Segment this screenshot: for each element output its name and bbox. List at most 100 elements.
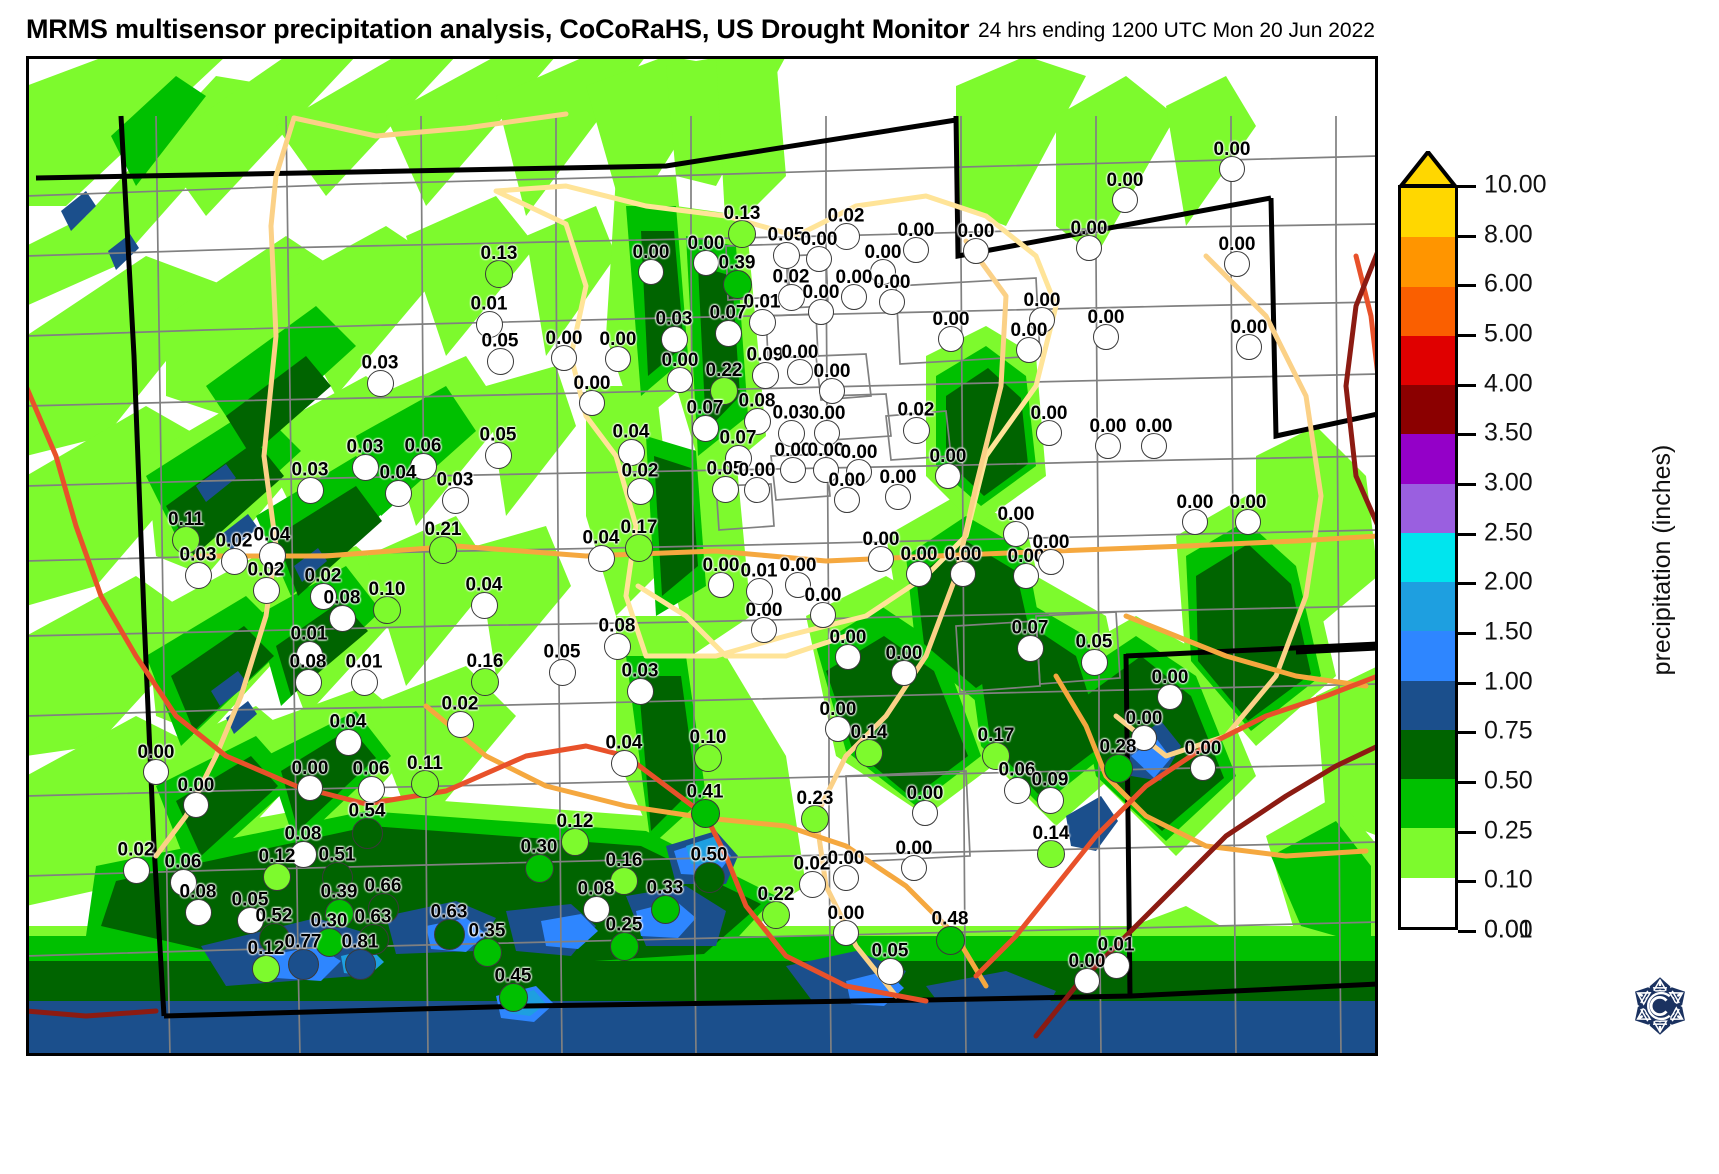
station-observation[interactable]: 0.00 xyxy=(829,471,865,513)
station-observation[interactable]: 0.05 xyxy=(1076,633,1112,676)
station-observation[interactable]: 0.66 xyxy=(365,877,401,924)
station-observation[interactable]: 0.77 xyxy=(285,933,321,980)
station-observation[interactable]: 0.00 xyxy=(1024,291,1060,333)
station-observation[interactable]: 0.00 xyxy=(775,441,811,483)
station-observation[interactable]: 0.00 xyxy=(998,505,1034,547)
station-observation[interactable]: 0.09 xyxy=(1032,771,1068,814)
station-observation[interactable]: 0.08 xyxy=(599,617,635,660)
station-observation[interactable]: 0.02 xyxy=(248,561,284,604)
station-observation[interactable]: 0.00 xyxy=(886,644,922,686)
station-observation[interactable]: 0.12 xyxy=(259,847,295,891)
station-observation[interactable]: 0.02 xyxy=(118,841,154,884)
station-observation[interactable]: 0.00 xyxy=(1107,171,1143,213)
station-observation[interactable]: 0.63 xyxy=(431,903,467,950)
station-observation[interactable]: 0.10 xyxy=(690,728,726,772)
station-observation[interactable]: 0.08 xyxy=(578,880,614,923)
station-observation[interactable]: 0.07 xyxy=(720,429,756,472)
station-observation[interactable]: 0.06 xyxy=(999,761,1035,804)
station-observation[interactable]: 0.11 xyxy=(168,510,204,554)
station-observation[interactable]: 0.00 xyxy=(292,759,328,801)
station-observation[interactable]: 0.02 xyxy=(216,532,252,575)
station-observation[interactable]: 0.00 xyxy=(836,268,872,310)
station-observation[interactable]: 0.05 xyxy=(872,942,908,985)
station-observation[interactable]: 0.05 xyxy=(232,891,268,934)
station-observation[interactable]: 0.08 xyxy=(290,653,326,696)
station-observation[interactable]: 0.04 xyxy=(380,464,416,507)
station-observation[interactable]: 0.02 xyxy=(794,855,830,898)
station-observation[interactable]: 0.00 xyxy=(830,628,866,670)
station-observation[interactable]: 0.13 xyxy=(481,244,517,288)
station-observation[interactable]: 0.00 xyxy=(574,374,610,416)
station-observation[interactable]: 0.63 xyxy=(355,908,391,955)
station-observation[interactable]: 0.05 xyxy=(482,332,518,375)
station-observation[interactable]: 0.00 xyxy=(662,351,698,393)
station-observation[interactable]: 0.01 xyxy=(291,625,327,668)
station-observation[interactable]: 0.00 xyxy=(1069,952,1105,994)
station-observation[interactable]: 0.14 xyxy=(851,723,887,767)
station-observation[interactable]: 0.00 xyxy=(809,404,845,446)
station-observation[interactable]: 0.01 xyxy=(741,562,777,605)
station-observation[interactable]: 0.03 xyxy=(437,471,473,514)
station-observation[interactable]: 0.16 xyxy=(467,652,503,696)
station-observation[interactable]: 0.08 xyxy=(285,825,321,868)
station-observation[interactable]: 0.00 xyxy=(930,447,966,489)
station-observation[interactable]: 0.03 xyxy=(180,546,216,589)
station-observation[interactable]: 0.00 xyxy=(945,545,981,587)
station-observation[interactable]: 0.35 xyxy=(469,922,505,967)
station-observation[interactable]: 0.45 xyxy=(495,967,531,1012)
station-observation[interactable]: 0.05 xyxy=(768,226,804,269)
station-observation[interactable]: 0.00 xyxy=(828,904,864,946)
station-observation[interactable]: 0.00 xyxy=(865,243,901,285)
station-observation[interactable]: 0.05 xyxy=(707,460,743,503)
station-observation[interactable]: 0.52 xyxy=(256,907,292,954)
station-observation[interactable]: 0.04 xyxy=(583,529,619,572)
station-observation[interactable]: 0.39 xyxy=(719,254,755,299)
station-observation[interactable]: 0.07 xyxy=(1012,619,1048,662)
station-observation[interactable]: 0.00 xyxy=(828,849,864,891)
station-observation[interactable]: 0.00 xyxy=(739,461,775,503)
station-observation[interactable]: 0.08 xyxy=(739,392,775,435)
station-observation[interactable]: 0.03 xyxy=(292,461,328,504)
station-observation[interactable]: 0.00 xyxy=(1088,308,1124,350)
station-observation[interactable]: 0.00 xyxy=(814,362,850,404)
station-observation[interactable]: 0.00 xyxy=(933,310,969,352)
station-observation[interactable]: 0.04 xyxy=(254,526,290,569)
station-observation[interactable]: 0.00 xyxy=(820,700,856,742)
station-observation[interactable]: 0.00 xyxy=(805,586,841,628)
station-observation[interactable]: 0.00 xyxy=(546,329,582,371)
station-observation[interactable]: 0.00 xyxy=(1219,235,1255,277)
station-observation[interactable]: 0.03 xyxy=(347,438,383,481)
station-observation[interactable]: 0.02 xyxy=(442,695,478,738)
station-observation[interactable]: 0.00 xyxy=(703,556,739,598)
station-observation[interactable]: 0.06 xyxy=(165,853,201,896)
station-observation[interactable]: 0.00 xyxy=(958,222,994,264)
station-observation[interactable]: 0.21 xyxy=(425,520,461,564)
station-observation[interactable]: 0.50 xyxy=(691,846,727,893)
station-observation[interactable]: 0.05 xyxy=(480,426,516,469)
station-observation[interactable]: 0.01 xyxy=(744,293,780,336)
station-observation[interactable]: 0.00 xyxy=(600,330,636,372)
station-observation[interactable]: 0.05 xyxy=(544,643,580,686)
station-observation[interactable]: 0.41 xyxy=(687,783,723,828)
station-observation[interactable]: 0.03 xyxy=(773,404,809,447)
station-observation[interactable]: 0.00 xyxy=(1031,404,1067,446)
station-observation[interactable]: 0.07 xyxy=(710,304,746,347)
station-observation[interactable]: 0.00 xyxy=(1177,493,1213,535)
station-observation[interactable]: 0.00 xyxy=(1008,547,1044,589)
station-observation[interactable]: 0.08 xyxy=(180,883,216,926)
station-observation[interactable]: 0.00 xyxy=(1126,709,1162,751)
station-observation[interactable]: 0.00 xyxy=(1033,533,1069,575)
station-observation[interactable]: 0.02 xyxy=(828,207,864,250)
station-observation[interactable]: 0.00 xyxy=(178,776,214,818)
station-observation[interactable]: 0.04 xyxy=(606,734,642,777)
station-observation[interactable]: 0.04 xyxy=(613,423,649,466)
station-observation[interactable]: 0.10 xyxy=(369,580,405,624)
station-observation[interactable]: 0.17 xyxy=(621,518,657,562)
station-observation[interactable]: 0.00 xyxy=(874,273,910,315)
station-observation[interactable]: 0.03 xyxy=(656,310,692,353)
station-observation[interactable]: 0.02 xyxy=(773,268,809,311)
station-observation[interactable]: 0.00 xyxy=(898,221,934,263)
station-observation[interactable]: 0.11 xyxy=(407,754,443,798)
station-observation[interactable]: 0.04 xyxy=(330,713,366,756)
station-observation[interactable]: 0.16 xyxy=(606,851,642,895)
